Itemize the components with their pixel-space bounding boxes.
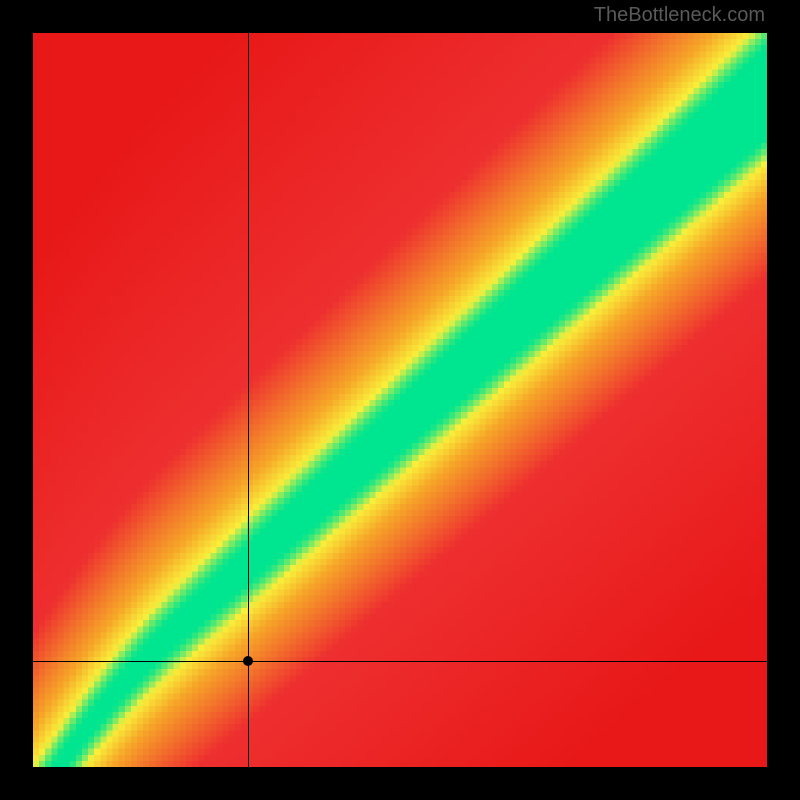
selection-marker <box>243 656 253 666</box>
plot-area <box>33 33 767 767</box>
watermark-text: TheBottleneck.com <box>594 4 765 27</box>
bottleneck-heatmap <box>33 33 767 767</box>
crosshair-horizontal <box>33 661 767 662</box>
